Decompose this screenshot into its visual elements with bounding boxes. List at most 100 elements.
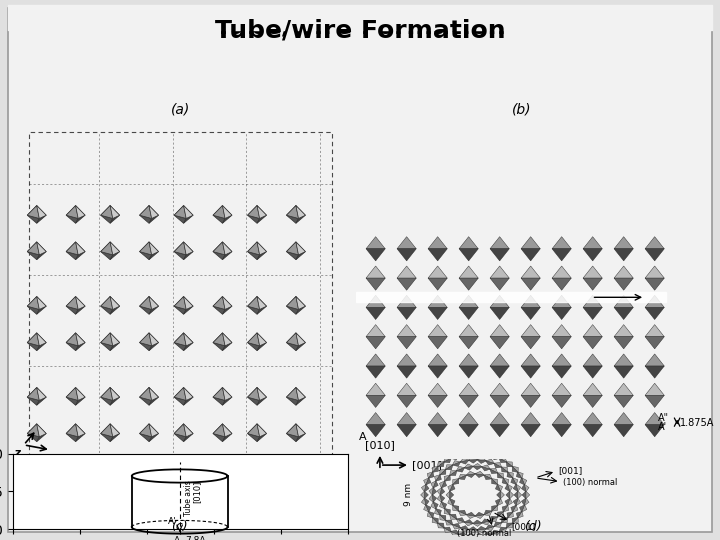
Polygon shape	[494, 523, 502, 527]
Polygon shape	[287, 242, 299, 255]
Polygon shape	[248, 424, 257, 434]
Polygon shape	[524, 498, 529, 505]
Polygon shape	[428, 366, 447, 378]
Polygon shape	[184, 296, 193, 309]
Polygon shape	[174, 397, 186, 405]
Polygon shape	[248, 252, 260, 260]
Polygon shape	[439, 481, 445, 488]
Polygon shape	[441, 488, 445, 495]
Polygon shape	[257, 206, 266, 219]
Polygon shape	[453, 478, 459, 484]
Polygon shape	[456, 518, 464, 522]
Polygon shape	[645, 249, 665, 261]
Polygon shape	[475, 512, 484, 516]
Polygon shape	[110, 252, 120, 260]
Polygon shape	[428, 266, 447, 278]
Polygon shape	[27, 296, 37, 306]
Polygon shape	[254, 206, 266, 215]
Polygon shape	[491, 530, 500, 535]
Polygon shape	[287, 342, 299, 350]
Polygon shape	[248, 215, 260, 224]
Polygon shape	[501, 467, 508, 472]
Polygon shape	[37, 215, 46, 224]
Polygon shape	[149, 397, 158, 405]
Polygon shape	[287, 296, 296, 306]
Polygon shape	[645, 424, 665, 437]
Polygon shape	[433, 481, 438, 488]
Text: A: A	[174, 536, 180, 540]
Polygon shape	[583, 249, 603, 261]
Polygon shape	[444, 457, 451, 462]
Polygon shape	[146, 296, 158, 306]
Polygon shape	[76, 296, 85, 309]
Polygon shape	[66, 397, 78, 405]
Polygon shape	[76, 397, 85, 405]
Polygon shape	[293, 333, 305, 342]
Polygon shape	[213, 242, 225, 255]
Polygon shape	[366, 278, 385, 290]
Polygon shape	[453, 505, 459, 511]
Polygon shape	[213, 306, 225, 314]
Polygon shape	[501, 467, 508, 472]
Polygon shape	[441, 495, 445, 502]
Polygon shape	[614, 383, 634, 395]
Polygon shape	[421, 498, 426, 505]
Polygon shape	[397, 366, 416, 378]
Polygon shape	[459, 424, 478, 437]
Polygon shape	[459, 475, 467, 480]
Polygon shape	[101, 296, 110, 306]
Polygon shape	[474, 533, 484, 537]
Polygon shape	[174, 333, 184, 342]
Polygon shape	[552, 413, 571, 424]
Polygon shape	[464, 519, 473, 523]
Polygon shape	[248, 424, 260, 437]
Polygon shape	[222, 296, 232, 309]
Polygon shape	[428, 472, 434, 478]
Polygon shape	[645, 325, 665, 337]
Polygon shape	[257, 388, 266, 400]
Polygon shape	[514, 491, 518, 499]
Polygon shape	[449, 470, 456, 476]
Text: Tube/wire Formation: Tube/wire Formation	[215, 15, 505, 39]
Polygon shape	[296, 206, 305, 219]
Polygon shape	[66, 296, 76, 306]
Polygon shape	[467, 453, 476, 457]
Polygon shape	[293, 206, 305, 215]
Polygon shape	[508, 484, 513, 491]
Polygon shape	[490, 424, 509, 437]
Polygon shape	[27, 206, 40, 219]
Polygon shape	[428, 325, 447, 337]
Polygon shape	[140, 306, 152, 314]
Polygon shape	[140, 206, 149, 215]
Polygon shape	[552, 266, 571, 278]
Polygon shape	[645, 337, 665, 349]
Polygon shape	[460, 528, 469, 532]
Polygon shape	[220, 333, 232, 342]
Polygon shape	[174, 342, 186, 350]
Polygon shape	[248, 306, 260, 314]
Polygon shape	[248, 242, 257, 252]
Polygon shape	[467, 471, 475, 475]
Polygon shape	[287, 424, 296, 434]
Polygon shape	[512, 517, 518, 523]
Polygon shape	[27, 333, 37, 342]
Polygon shape	[66, 306, 78, 314]
Polygon shape	[174, 296, 186, 309]
Polygon shape	[498, 511, 503, 517]
Polygon shape	[459, 366, 478, 378]
Polygon shape	[27, 434, 40, 442]
Polygon shape	[490, 325, 509, 337]
Polygon shape	[614, 266, 634, 278]
Polygon shape	[101, 424, 113, 437]
Polygon shape	[296, 434, 305, 442]
Polygon shape	[174, 424, 184, 434]
Polygon shape	[181, 388, 193, 397]
Polygon shape	[181, 296, 193, 306]
Polygon shape	[174, 306, 186, 314]
Polygon shape	[459, 266, 478, 278]
Polygon shape	[296, 342, 305, 350]
Text: A': A'	[168, 517, 177, 526]
Polygon shape	[213, 296, 222, 306]
Polygon shape	[101, 206, 110, 215]
Polygon shape	[583, 424, 603, 437]
